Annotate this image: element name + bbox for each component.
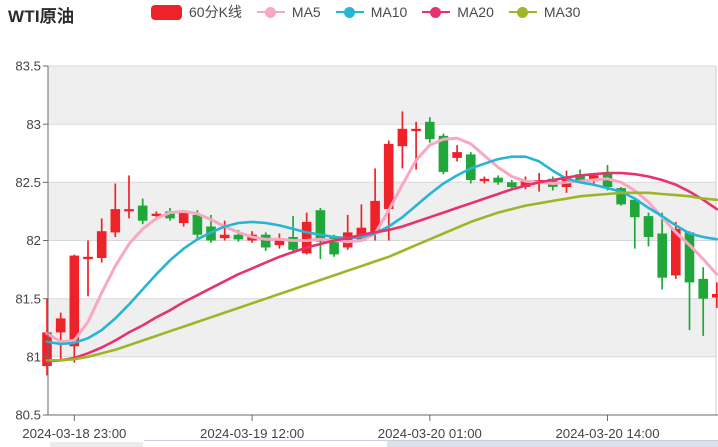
ma5-line[interactable] (45, 136, 718, 344)
candle-body (219, 234, 230, 239)
candle-body (315, 210, 326, 242)
candle-body (110, 209, 121, 233)
x-axis-label: 2024-03-20 01:00 (378, 426, 482, 441)
axis-lines (43, 65, 718, 421)
candle-body (616, 188, 626, 205)
legend-item-ma10[interactable]: MA10 (335, 4, 408, 20)
candle-body (55, 318, 66, 333)
legend-label: MA10 (370, 4, 408, 20)
candle-body (575, 174, 585, 180)
x-axis-labels: 2024-03-18 23:00 2024-03-19 12:00 2024-03-… (22, 426, 659, 441)
chart-title: WTI原油 (8, 7, 75, 26)
ma20-line[interactable] (45, 171, 718, 363)
legend-item-ma5[interactable]: MA5 (256, 4, 321, 20)
y-axis-labels: 83.5 83 82.5 82 81.5 81 80.5 (15, 59, 41, 423)
candle-body (493, 177, 503, 183)
x-axis-label: 2024-03-18 23:00 (22, 426, 126, 441)
ma30-line[interactable] (45, 191, 718, 362)
candle-body (520, 181, 531, 187)
candle-body (507, 182, 517, 187)
y-axis-label: 81.5 (15, 291, 41, 306)
ma5-legend-icon (256, 6, 285, 18)
legend-item-ma20[interactable]: MA20 (422, 4, 494, 20)
legend-item-kline[interactable]: 60分K线 (151, 2, 242, 22)
candle-body (124, 209, 134, 212)
y-axis-label: 82 (26, 233, 41, 248)
candle-series[interactable] (42, 111, 718, 376)
candle-body (657, 233, 667, 278)
candle-body (452, 152, 462, 158)
candle-body (383, 143, 394, 209)
candle-body (698, 278, 708, 299)
candle-body (151, 213, 162, 216)
candle-body (479, 178, 490, 182)
price-bands (48, 66, 716, 357)
candle-body (301, 221, 312, 254)
candle-body (274, 238, 285, 246)
legend-label: MA5 (291, 4, 321, 20)
candle-body (411, 128, 421, 132)
legend-label: MA30 (543, 4, 581, 20)
candle-body (397, 128, 408, 147)
x-axis-label: 2024-03-20 14:00 (555, 426, 659, 441)
candle-body (260, 234, 271, 248)
y-axis-label: 80.5 (15, 408, 41, 423)
bottom-strip (50, 440, 718, 447)
y-axis-label: 83 (26, 117, 41, 132)
legend: 60分K线 MA5 MA10 MA20 MA30 (151, 3, 580, 21)
legend-item-ma30[interactable]: MA30 (508, 4, 581, 20)
y-axis-label: 82.5 (15, 175, 41, 190)
legend-label: 60分K线 (189, 4, 242, 20)
candle-body (370, 200, 380, 233)
candle-body (137, 205, 148, 221)
candle-body (178, 212, 189, 224)
candle-body (643, 216, 654, 237)
x-axis-label: 2024-03-19 12:00 (200, 426, 304, 441)
candle-body (589, 175, 599, 182)
candle-body (165, 211, 175, 219)
candle-body (96, 231, 107, 258)
candle-body (630, 199, 640, 218)
candle-body (425, 121, 435, 140)
legend-label: MA20 (457, 4, 494, 20)
ma30-legend-icon (508, 6, 537, 18)
ma10-legend-icon (335, 6, 364, 18)
candle-body (83, 256, 93, 260)
candle-body (192, 214, 203, 235)
candle-body (671, 228, 681, 276)
candle-body (342, 232, 353, 248)
y-axis-label: 81 (26, 349, 41, 364)
candle-body (69, 255, 80, 347)
candle-body (438, 135, 449, 172)
candle-body (329, 237, 339, 255)
ma20-legend-icon (422, 6, 451, 18)
candle-body (233, 234, 244, 240)
y-axis-label: 83.5 (15, 59, 41, 74)
candle-body (684, 232, 695, 283)
candlestick-legend-icon (151, 4, 182, 20)
candle-body (288, 237, 298, 250)
candle-body (712, 294, 718, 298)
candle-body (42, 332, 52, 367)
